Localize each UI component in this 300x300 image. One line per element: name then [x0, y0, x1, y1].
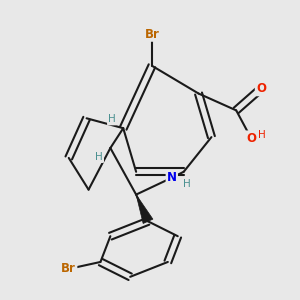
Text: O: O [246, 132, 256, 145]
Text: H: H [183, 179, 190, 189]
Polygon shape [136, 195, 153, 224]
Text: Br: Br [145, 28, 159, 40]
Text: H: H [259, 130, 266, 140]
Text: O: O [246, 132, 256, 145]
Text: H: H [259, 130, 266, 140]
Text: H: H [95, 152, 103, 162]
Text: H: H [95, 152, 103, 162]
Text: H: H [108, 114, 116, 124]
Text: H: H [183, 179, 190, 189]
Text: O: O [256, 82, 266, 95]
Text: O: O [256, 82, 266, 95]
Text: Br: Br [145, 28, 159, 40]
Text: Br: Br [61, 262, 76, 275]
Text: N: N [167, 171, 177, 184]
Text: N: N [167, 171, 177, 184]
Text: H: H [108, 114, 116, 124]
Text: Br: Br [61, 262, 76, 275]
